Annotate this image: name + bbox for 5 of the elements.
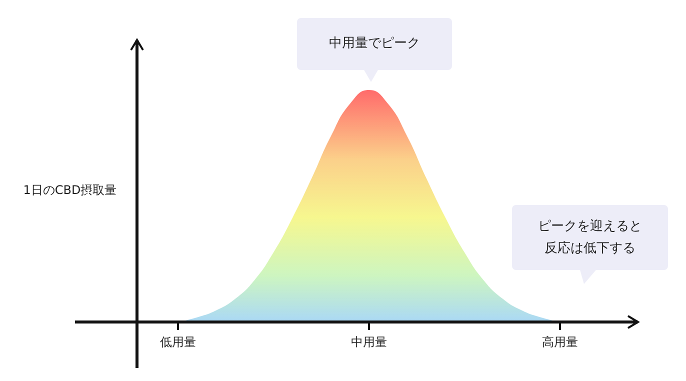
x-tick-label: 高用量 [542, 335, 578, 349]
x-tick-label: 低用量 [160, 335, 196, 349]
x-tick-label: 中用量 [351, 335, 387, 349]
y-axis-title: 1日のCBD摂取量 [23, 183, 117, 197]
annotation: ピークを迎えると反応は低下する [537, 218, 643, 258]
